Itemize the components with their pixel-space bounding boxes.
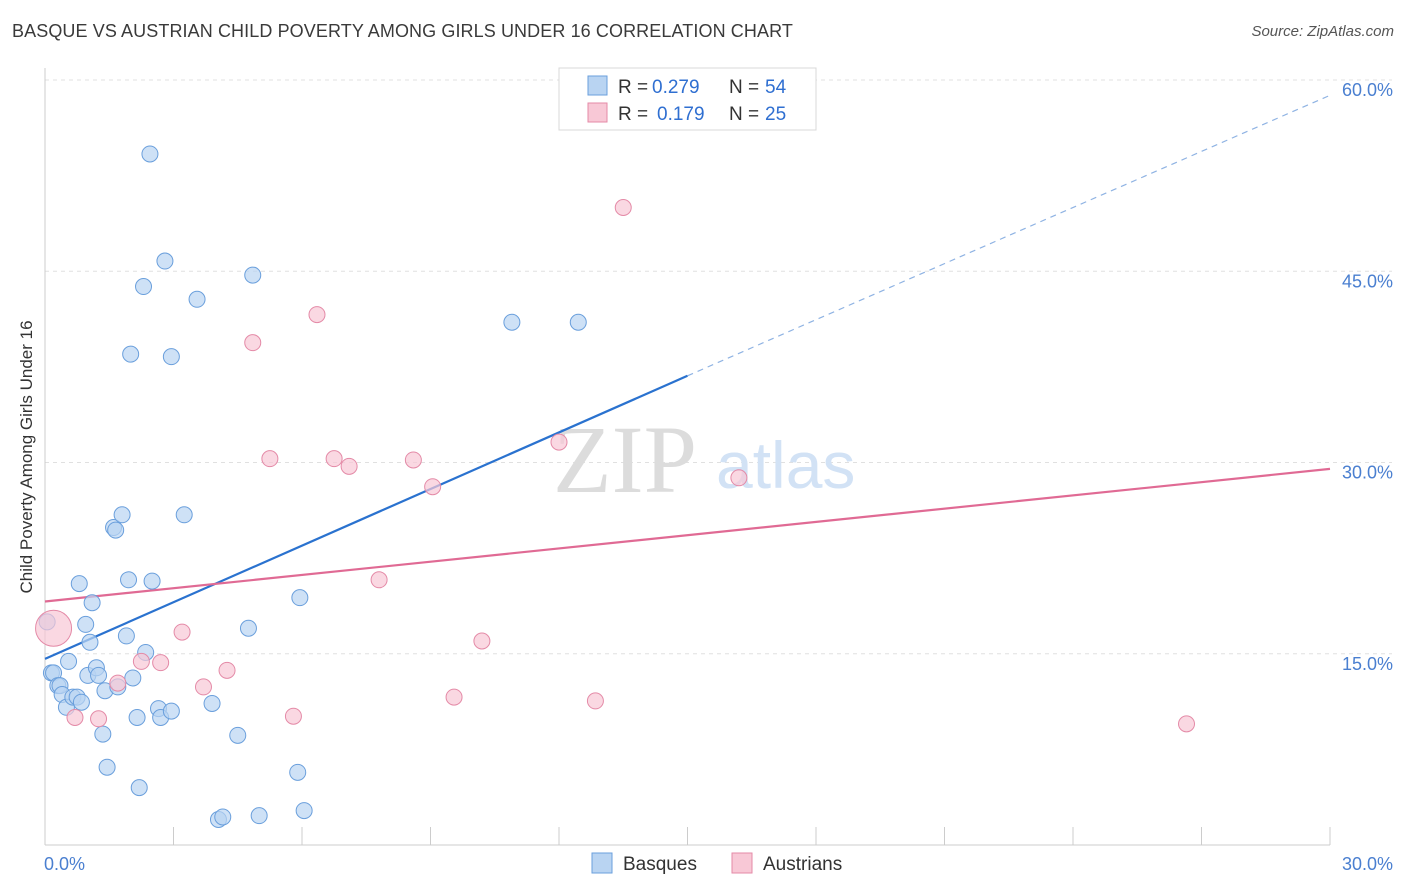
point-austrians xyxy=(614,199,632,216)
point-austrians xyxy=(473,632,491,650)
legend-r-value-pink: 0.179 xyxy=(657,104,705,125)
point-basques xyxy=(295,802,313,820)
point-austrians xyxy=(218,661,236,679)
bottom-legend-label-basques: Basques xyxy=(623,854,697,875)
points-layer xyxy=(35,145,1196,828)
x-tick-label: 0.0% xyxy=(44,854,85,874)
y-tick-label: 15.0% xyxy=(1342,654,1393,674)
bottom-legend: Basques Austrians xyxy=(591,852,842,875)
point-basques xyxy=(162,702,180,720)
point-austrians xyxy=(445,688,463,706)
point-austrians xyxy=(340,457,358,475)
legend-n-value-pink: 25 xyxy=(765,104,786,125)
legend-n-value-blue: 54 xyxy=(765,77,787,98)
point-austrians xyxy=(244,334,262,352)
legend-swatch-blue xyxy=(587,75,608,96)
point-basques xyxy=(188,290,206,308)
point-basques xyxy=(117,627,135,645)
point-basques xyxy=(124,669,142,687)
point-basques xyxy=(229,726,247,744)
point-basques xyxy=(250,807,268,825)
point-austrians xyxy=(424,478,442,496)
point-austrians xyxy=(194,678,212,696)
point-basques xyxy=(81,633,99,651)
point-basques xyxy=(244,266,262,284)
point-austrians xyxy=(730,469,748,487)
bottom-legend-label-austrians: Austrians xyxy=(763,854,842,875)
legend-r-label-pink: R = xyxy=(618,104,648,125)
point-austrians xyxy=(152,654,170,672)
point-austrians xyxy=(325,450,343,468)
grid-layer xyxy=(45,79,1392,655)
y-axis-label: Child Poverty Among Girls Under 16 xyxy=(17,320,36,593)
legend-r-value-blue: 0.279 xyxy=(652,77,700,98)
bottom-legend-swatch-basques xyxy=(591,852,613,874)
point-basques xyxy=(143,572,161,590)
point-basques xyxy=(98,758,116,776)
point-basques xyxy=(113,506,131,524)
axis-layer xyxy=(44,68,1331,846)
y-tick-label: 45.0% xyxy=(1342,271,1393,291)
point-basques xyxy=(120,571,138,589)
point-basques xyxy=(72,693,90,711)
y-tick-label: 30.0% xyxy=(1342,463,1393,483)
watermark-zip: ZIP xyxy=(553,406,697,513)
trend-line-basques-extension xyxy=(687,94,1331,377)
point-basques xyxy=(203,694,221,712)
point-basques xyxy=(107,521,125,539)
point-basques xyxy=(503,313,521,331)
point-basques xyxy=(175,506,193,524)
point-austrians xyxy=(173,623,191,641)
point-basques xyxy=(130,779,148,797)
top-legend: R = 0.279 N = 54 R = 0.179 N = 25 xyxy=(558,67,817,131)
trend-line-basques xyxy=(44,374,688,660)
y-tick-label: 60.0% xyxy=(1342,80,1393,100)
point-basques xyxy=(162,348,180,366)
point-basques xyxy=(128,709,146,726)
watermark-atlas: atlas xyxy=(716,428,855,502)
point-austrians xyxy=(109,674,127,692)
point-basques xyxy=(291,589,309,607)
point-austrians xyxy=(66,709,84,726)
point-austrians xyxy=(404,451,422,469)
point-basques xyxy=(156,252,174,270)
point-basques xyxy=(214,808,232,826)
point-basques xyxy=(569,313,587,331)
legend-swatch-pink xyxy=(587,102,608,123)
point-austrians xyxy=(586,692,604,710)
point-basques xyxy=(60,652,78,670)
point-basques xyxy=(94,725,112,743)
legend-r-label-blue: R = xyxy=(618,77,648,98)
tick-label-layer: 15.0% 30.0% 45.0% 60.0% 0.0% 30.0% xyxy=(44,80,1393,874)
point-austrians xyxy=(90,710,108,728)
point-basques xyxy=(141,145,159,163)
legend-n-label-pink: N = xyxy=(729,104,759,125)
point-austrians xyxy=(284,707,302,725)
chart-title: BASQUE VS AUSTRIAN CHILD POVERTY AMONG G… xyxy=(12,21,793,41)
point-basques xyxy=(90,666,108,684)
point-basques xyxy=(83,594,101,612)
point-austrians xyxy=(261,450,279,468)
x-tick-label: 30.0% xyxy=(1342,854,1393,874)
point-austrians xyxy=(370,571,388,589)
point-basques xyxy=(239,619,257,637)
point-basques xyxy=(77,615,95,633)
point-austrians xyxy=(550,433,568,451)
point-austrians xyxy=(132,652,150,670)
point-basques xyxy=(289,763,307,781)
trend-layer xyxy=(44,94,1331,660)
source-label: Source: ZipAtlas.com xyxy=(1251,23,1394,40)
point-basques xyxy=(122,345,140,363)
point-austrians xyxy=(308,306,326,324)
point-basques xyxy=(135,278,153,296)
legend-n-label-blue: N = xyxy=(729,77,759,98)
point-austrians xyxy=(35,609,73,647)
point-austrians xyxy=(1178,715,1196,733)
bottom-legend-swatch-austrians xyxy=(731,852,753,874)
trend-line-austrians xyxy=(44,467,1331,603)
point-basques xyxy=(70,575,88,593)
watermark: ZIP atlas xyxy=(553,406,855,513)
